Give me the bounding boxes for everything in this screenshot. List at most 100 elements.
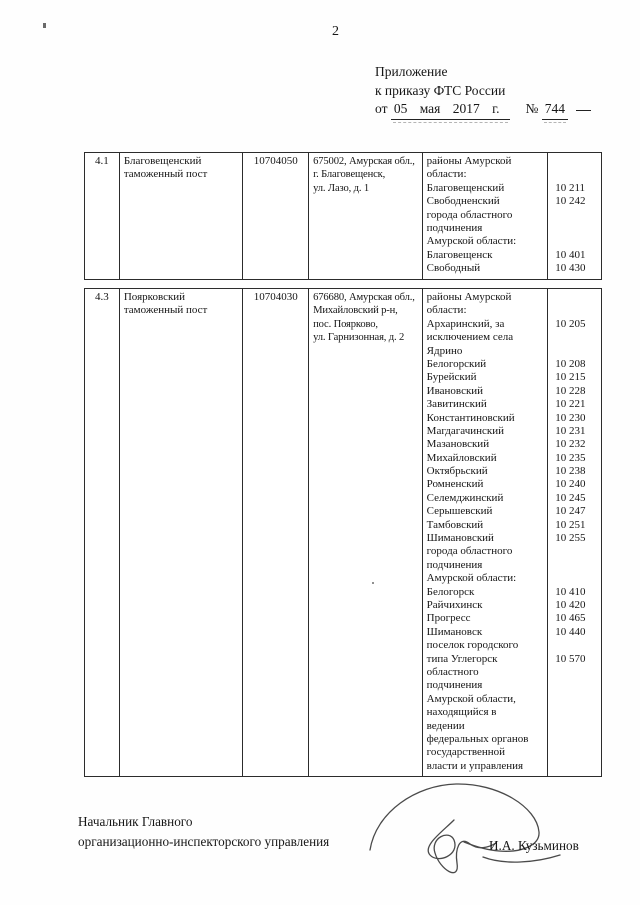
text-line: ул. Гарнизонная, д. 2 xyxy=(313,332,405,344)
text-line: 10 245 xyxy=(555,491,586,504)
text-line: 10 235 xyxy=(555,451,586,464)
text-line: 10 215 xyxy=(555,371,586,384)
text-line: 10704030 xyxy=(253,291,298,303)
post-code-cell: 10704030 xyxy=(242,289,308,777)
text-line: Тамбовский xyxy=(426,518,484,531)
text-line xyxy=(555,209,600,222)
regions-cell: районы Амурской области: Архаринский, за ис… xyxy=(421,289,548,777)
text-line: 10 440 xyxy=(555,625,586,638)
text-line: 10 420 xyxy=(555,598,586,611)
document-header: Приложение к приказу ФТС России от 05 ма… xyxy=(375,63,592,122)
text-line: Михайловский xyxy=(426,451,497,464)
text-line: федеральных органов xyxy=(426,732,529,745)
text-line xyxy=(555,720,600,733)
text-line: Амурской области: xyxy=(426,572,517,585)
text-line: находящийся в xyxy=(426,706,497,719)
text-line: Амурской области, xyxy=(426,692,516,705)
text-line: 4.3 xyxy=(95,291,109,303)
text-line: Прогресс xyxy=(426,612,471,625)
text-line: Поярковский xyxy=(123,291,186,303)
text-line: поселок городского xyxy=(426,639,519,652)
text-line: 10 232 xyxy=(555,438,586,451)
text-line: таможенный пост xyxy=(123,304,208,317)
address-cell: 675002, Амурская обл., г. Благовещенск, ул… xyxy=(308,153,422,279)
text-line xyxy=(555,345,600,358)
text-line: ул. Лазо, д. 1 xyxy=(313,182,370,194)
text-line: города областного xyxy=(426,545,513,558)
text-line: 10 228 xyxy=(555,384,586,397)
text-line: 10 208 xyxy=(555,357,586,370)
text-line: Благовещенск xyxy=(426,248,493,261)
text-line xyxy=(555,679,600,692)
text-line xyxy=(555,746,600,759)
text-line: области: xyxy=(426,304,467,317)
text-line: 10 401 xyxy=(555,248,586,261)
text-line xyxy=(555,222,600,235)
row-number-cell: 4.1 xyxy=(85,153,119,279)
text-line: Шимановск xyxy=(426,625,483,638)
text-line xyxy=(555,760,600,773)
date-prefix: от xyxy=(375,101,388,116)
text-line: Ядрино xyxy=(426,344,463,357)
text-line xyxy=(555,733,600,746)
text-line: 10 247 xyxy=(555,505,586,518)
text-line: 675002, Амурская обл., xyxy=(313,156,415,167)
text-line xyxy=(555,666,600,679)
header-date-line: от 05 мая 2017 г. № 744 xyxy=(375,100,592,122)
text-line: Магдагачинский xyxy=(426,424,505,437)
text-line: Архаринский, за xyxy=(426,317,505,330)
text-line xyxy=(555,235,600,248)
text-line: Райчихинск xyxy=(426,598,483,611)
text-line: Завитинский xyxy=(426,398,487,411)
text-line: Октябрьский xyxy=(426,465,488,478)
text-line: Ивановский xyxy=(426,384,484,397)
text-line: Белогорск xyxy=(426,585,475,598)
date-value: 05 мая 2017 г. xyxy=(390,100,510,122)
signer-name: И.А. Кузьминов xyxy=(489,838,579,853)
text-line: 10 238 xyxy=(555,465,586,478)
text-line: подчинения xyxy=(426,558,483,571)
regions-cell: районы Амурской области: Благовещенский Сво… xyxy=(421,153,548,279)
address-cell: 676680, Амурская обл., Михайловский р-н, п… xyxy=(308,289,422,777)
text-line: подчинения xyxy=(426,221,483,234)
signer-title-line-2: организационно-инспекторского управления xyxy=(78,834,330,849)
text-line: Ромненский xyxy=(426,478,484,491)
text-line: 10 410 xyxy=(555,585,586,598)
text-line: Серышевский xyxy=(426,505,493,518)
text-line: 10 570 xyxy=(555,652,586,665)
text-line: Михайловский р-н, xyxy=(313,305,398,317)
scan-speck xyxy=(372,582,374,584)
text-line: 10 242 xyxy=(555,195,586,208)
text-line: Константиновский xyxy=(426,411,515,424)
text-line: власти и управления xyxy=(426,759,524,772)
scan-speck xyxy=(43,23,46,28)
text-line: 10704050 xyxy=(253,155,298,167)
order-number: 744 xyxy=(541,100,569,122)
text-line: областного xyxy=(426,665,479,678)
text-line: Благовещенский xyxy=(123,155,202,167)
text-line xyxy=(555,559,600,572)
header-line-1: Приложение xyxy=(375,64,448,79)
text-line xyxy=(555,304,600,317)
text-line xyxy=(555,331,600,344)
text-line xyxy=(555,639,600,652)
text-line: 10 230 xyxy=(555,411,586,424)
post-code-cell: 10704050 xyxy=(242,153,308,279)
text-line: типа Углегорск xyxy=(426,652,498,665)
text-line: Селемджинский xyxy=(426,491,504,504)
region-codes-cell: 10 211 10 242 10 401 10 430 xyxy=(547,153,601,279)
text-line: 10 211 xyxy=(555,181,586,194)
signature-block: Начальник Главного организационно-инспек… xyxy=(78,812,329,852)
text-line: ведении xyxy=(426,719,465,732)
text-line: государственной xyxy=(426,746,506,759)
text-line: 10 430 xyxy=(555,262,586,275)
text-line xyxy=(555,155,600,168)
text-line: 10 251 xyxy=(555,518,586,531)
row-number-cell: 4.3 xyxy=(85,289,119,776)
text-line: пос. Поярково, xyxy=(313,318,378,330)
region-codes-cell: 10 205 10 208 10 215 10 228 10 221 10 230 10 … xyxy=(547,289,601,777)
header-line-2: к приказу ФТС России xyxy=(375,82,506,98)
table-row: 4.3 Поярковский таможенный пост 10704030 676… xyxy=(84,288,602,778)
text-line: таможенный пост xyxy=(123,168,208,181)
